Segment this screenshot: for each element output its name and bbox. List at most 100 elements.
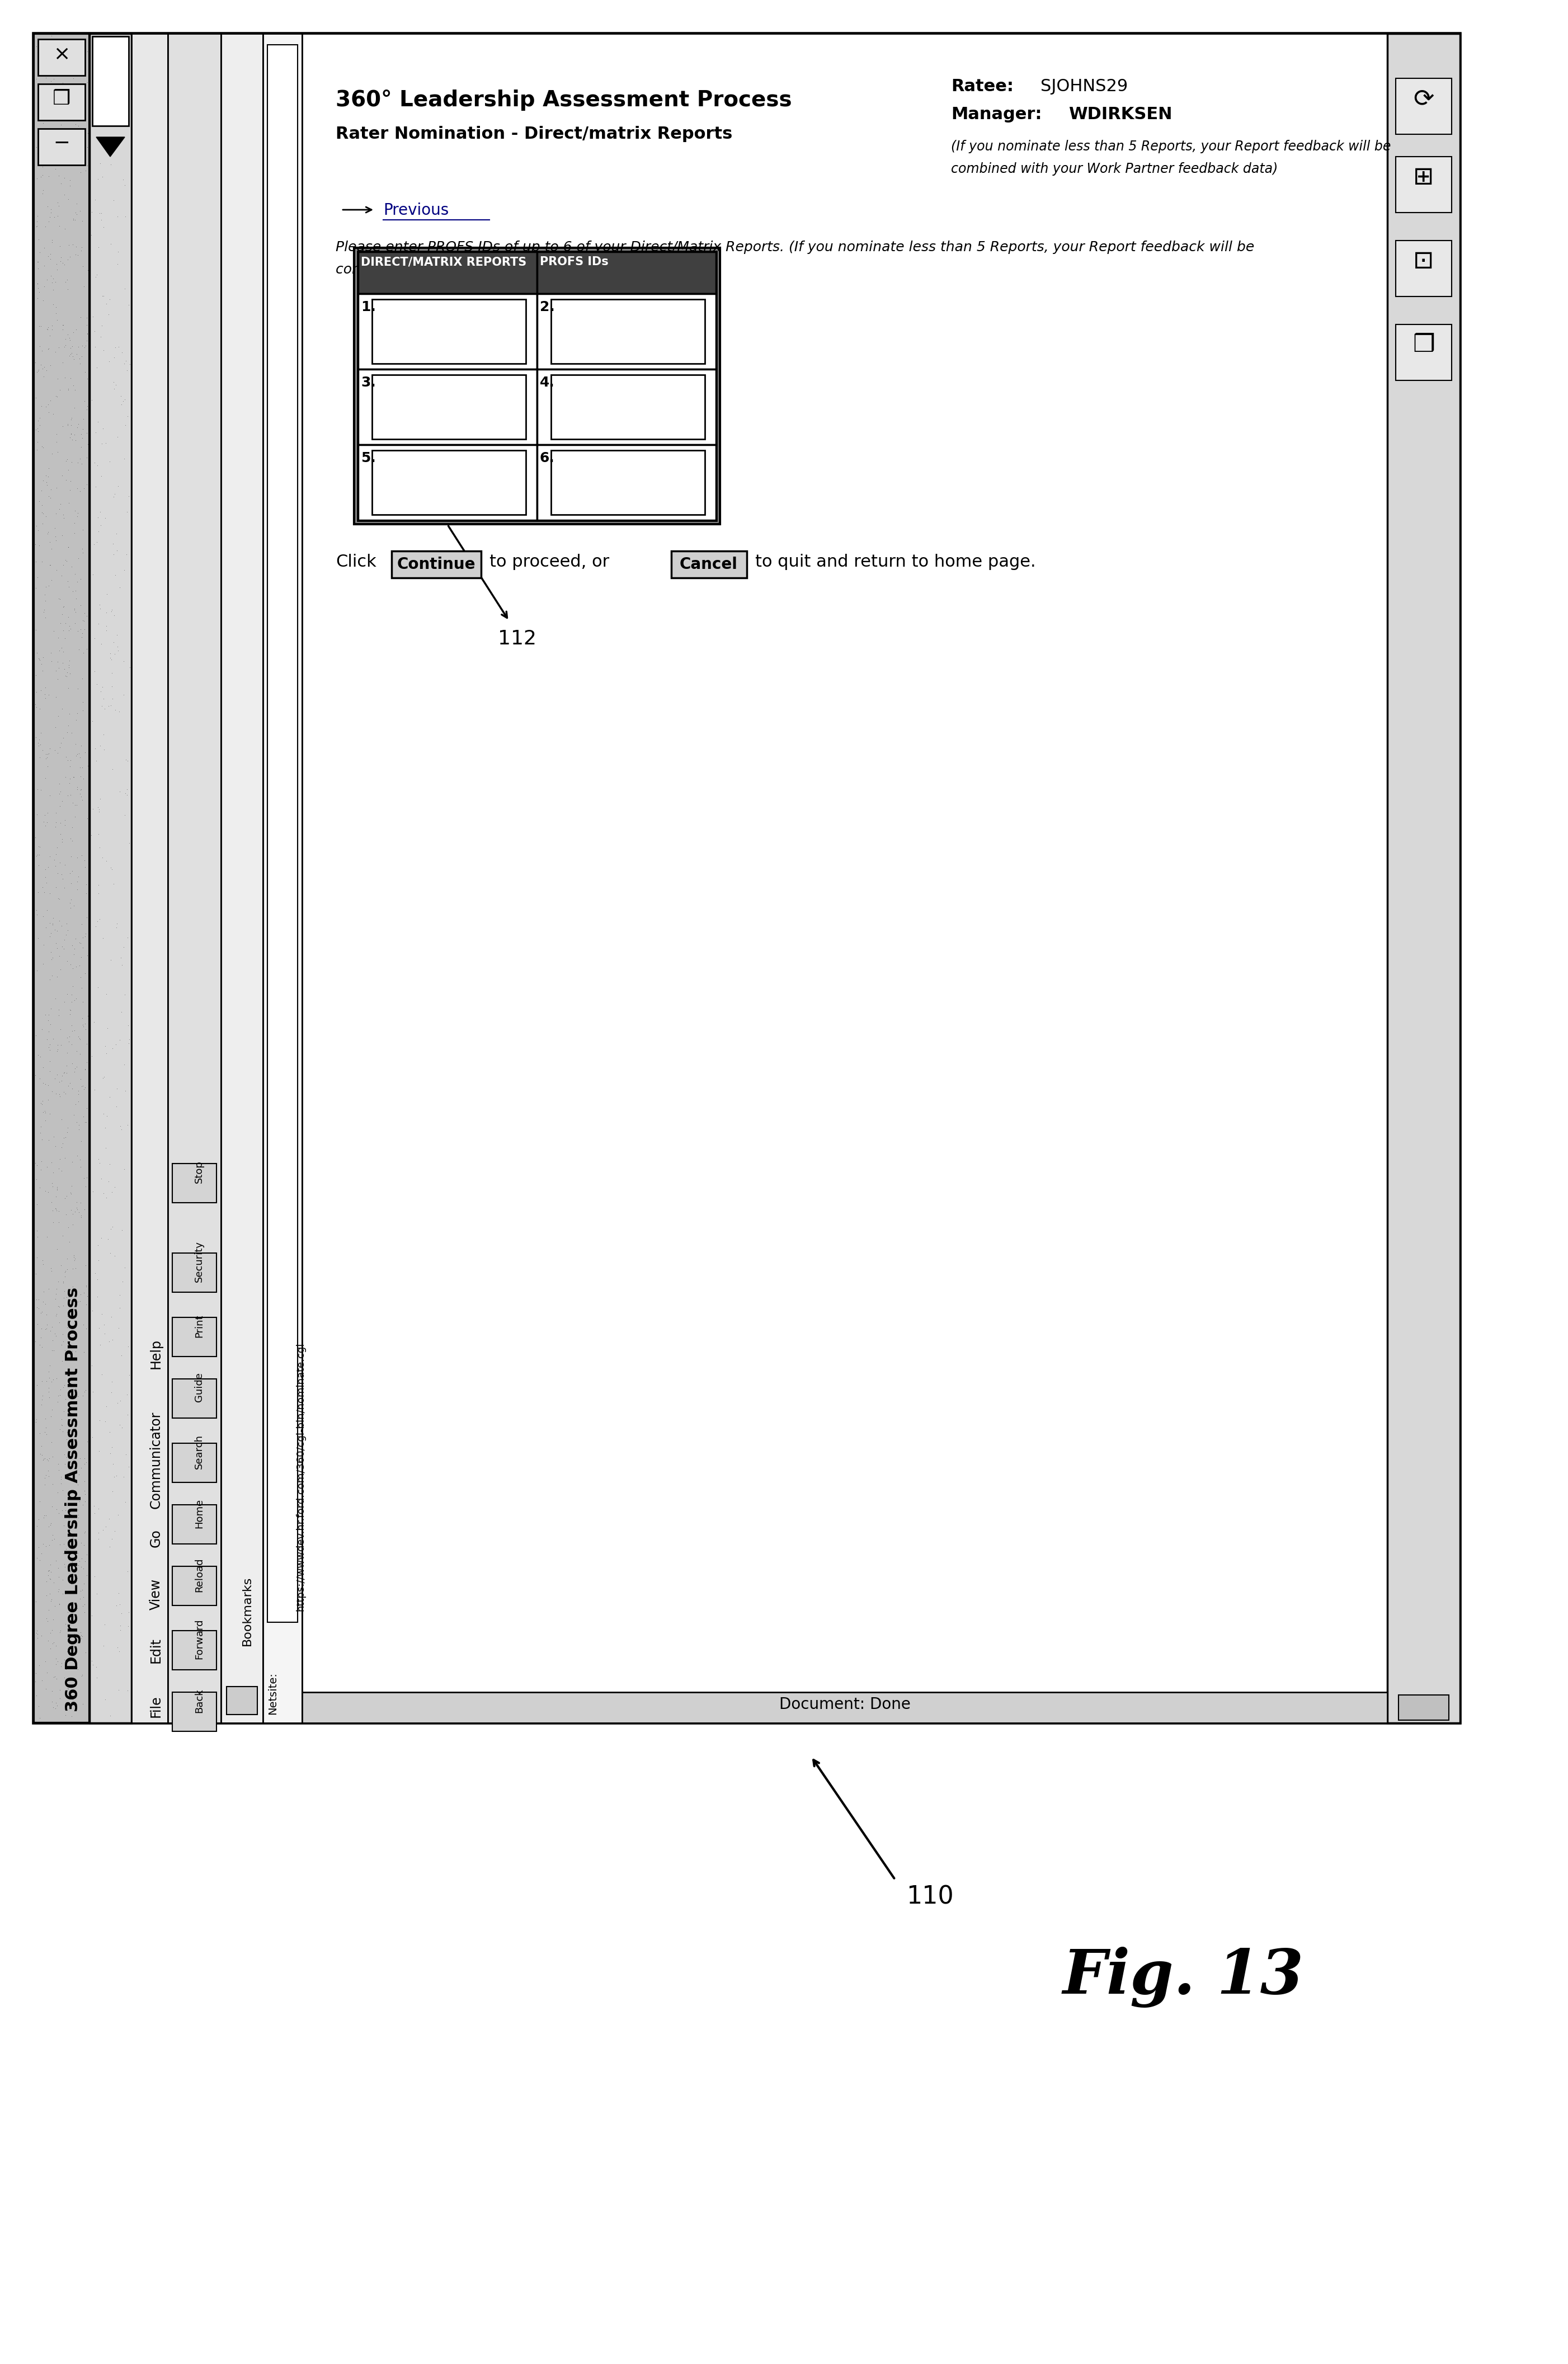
Bar <box>172 1378 216 1418</box>
Bar <box>132 33 168 1723</box>
Bar <box>221 33 263 1723</box>
Bar <box>172 1506 216 1544</box>
Text: Guide: Guide <box>194 1373 204 1402</box>
Text: Back: Back <box>194 1688 204 1714</box>
Bar <box>172 1693 216 1730</box>
Bar <box>358 251 717 520</box>
Text: Cancel: Cancel <box>679 556 739 572</box>
Text: 1.: 1. <box>361 300 376 314</box>
Text: Please enter PROFS IDs of up to 6 of your Direct/Matrix Reports. (If you nominat: Please enter PROFS IDs of up to 6 of you… <box>336 241 1254 253</box>
Text: to quit and return to home page.: to quit and return to home page. <box>756 553 1036 570</box>
Text: Stop: Stop <box>194 1161 204 1184</box>
Text: ⊞: ⊞ <box>1413 165 1435 189</box>
Bar <box>33 33 89 1723</box>
Text: Manager:: Manager: <box>950 106 1041 123</box>
Text: Continue: Continue <box>397 556 475 572</box>
Text: 110: 110 <box>906 1884 953 1910</box>
Text: WDIRKSEN: WDIRKSEN <box>1068 106 1173 123</box>
Bar <box>1396 241 1452 296</box>
Text: ⊡: ⊡ <box>1413 248 1435 272</box>
Text: (If you nominate less than 5 Reports, your Report feedback will be: (If you nominate less than 5 Reports, yo… <box>950 139 1391 154</box>
Bar <box>1396 324 1452 381</box>
Bar <box>358 293 536 369</box>
Text: View: View <box>149 1579 163 1610</box>
Bar <box>226 1686 257 1714</box>
Text: Netsite:: Netsite: <box>268 1671 278 1714</box>
Text: Edit: Edit <box>149 1638 163 1662</box>
Text: ❒: ❒ <box>52 90 71 109</box>
Bar <box>38 128 85 165</box>
Bar <box>1388 33 1460 1723</box>
Text: Reload: Reload <box>194 1558 204 1591</box>
Text: Print: Print <box>194 1314 204 1338</box>
Bar <box>372 376 525 440</box>
Bar <box>172 1317 216 1357</box>
Bar <box>263 33 303 1723</box>
Text: DIRECT/MATRIX REPORTS: DIRECT/MATRIX REPORTS <box>361 255 527 267</box>
Bar <box>550 449 706 515</box>
Text: Forward: Forward <box>194 1619 204 1660</box>
Bar <box>536 251 717 293</box>
Text: 2.: 2. <box>539 300 555 314</box>
Bar <box>1396 156 1452 213</box>
Bar <box>168 33 221 1723</box>
Bar <box>536 369 717 444</box>
Text: Ratee:: Ratee: <box>950 78 1013 95</box>
Bar <box>172 1567 216 1605</box>
Text: Communicator: Communicator <box>149 1411 163 1508</box>
Text: File: File <box>149 1695 163 1716</box>
Text: 360 Degree Leadership Assessment Process: 360 Degree Leadership Assessment Process <box>64 1286 82 1712</box>
Bar <box>172 1253 216 1293</box>
Text: ⟳: ⟳ <box>1413 87 1435 111</box>
Text: combined with your Work Partner feedback data): combined with your Work Partner feedback… <box>950 163 1278 175</box>
Bar <box>358 369 536 444</box>
Bar <box>354 248 720 525</box>
Bar <box>172 1444 216 1482</box>
Bar <box>550 300 706 364</box>
Text: Search: Search <box>194 1435 204 1468</box>
Text: PROFS IDs: PROFS IDs <box>539 255 608 267</box>
Bar <box>372 449 525 515</box>
Bar <box>38 40 85 76</box>
Text: to proceed, or: to proceed, or <box>489 553 610 570</box>
Text: combined with your Work Partner feedback data): combined with your Work Partner feedback… <box>336 262 682 277</box>
Text: Fig. 13: Fig. 13 <box>1063 1946 1305 2007</box>
Bar <box>372 300 525 364</box>
Polygon shape <box>96 137 125 156</box>
Bar <box>392 551 481 577</box>
Bar <box>303 33 1388 1723</box>
Text: 4.: 4. <box>539 376 555 390</box>
Bar <box>33 33 1460 1723</box>
Bar <box>550 376 706 440</box>
Bar <box>358 251 536 293</box>
Bar <box>1399 1695 1449 1721</box>
Text: Security: Security <box>194 1241 204 1281</box>
Bar <box>358 444 536 520</box>
Text: SJOHNS29: SJOHNS29 <box>1041 78 1127 95</box>
Bar <box>172 1631 216 1669</box>
Text: 360° Leadership Assessment Process: 360° Leadership Assessment Process <box>336 90 792 111</box>
Text: 6.: 6. <box>539 452 555 466</box>
Text: https://wwwdev.hr.ford.com/360/cgi-bin/nominate.cgi: https://wwwdev.hr.ford.com/360/cgi-bin/n… <box>295 1343 306 1610</box>
Text: Rater Nomination - Direct/matrix Reports: Rater Nomination - Direct/matrix Reports <box>336 125 732 142</box>
Text: 112: 112 <box>499 629 536 648</box>
Text: 5.: 5. <box>361 452 376 466</box>
Bar <box>536 293 717 369</box>
Text: ×: × <box>53 45 71 64</box>
Bar <box>38 83 85 121</box>
Bar <box>89 33 132 1723</box>
Bar <box>1396 78 1452 135</box>
Text: ❒: ❒ <box>1413 333 1435 357</box>
Text: Go: Go <box>149 1530 163 1548</box>
Text: Previous: Previous <box>383 203 448 217</box>
Text: Click: Click <box>336 553 376 570</box>
Bar <box>536 444 717 520</box>
Bar <box>671 551 746 577</box>
Text: Home: Home <box>194 1499 204 1527</box>
Text: ─: ─ <box>55 135 67 154</box>
Text: Document: Done: Document: Done <box>779 1697 911 1712</box>
Text: Help: Help <box>149 1338 163 1369</box>
Text: Bookmarks: Bookmarks <box>241 1577 252 1645</box>
Bar <box>303 1693 1388 1723</box>
Text: 3.: 3. <box>361 376 376 390</box>
